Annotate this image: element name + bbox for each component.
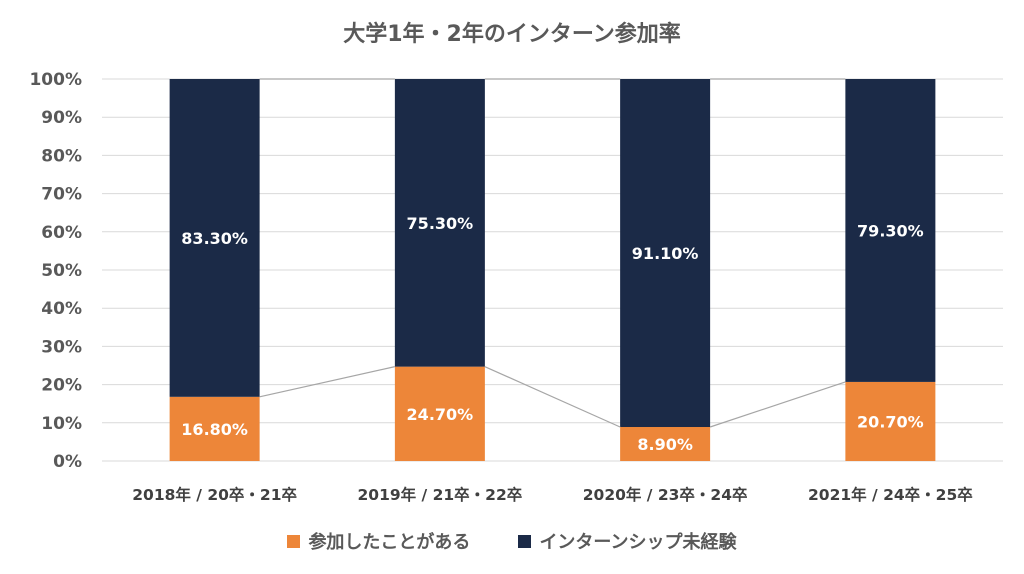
bar-segment-participated	[394, 366, 485, 461]
legend-item-no-experience: インターンシップ未経験	[518, 528, 737, 554]
y-tick-label: 50%	[41, 261, 82, 281]
bar-segment-participated	[845, 381, 936, 461]
data-label: 24.70%	[407, 405, 474, 424]
x-tick-label: 2021年 / 24卒・25卒	[808, 485, 973, 504]
chart-title: 大学1年・2年のインターン参加率	[343, 22, 681, 47]
y-tick-label: 20%	[41, 376, 82, 396]
y-tick-label: 10%	[41, 414, 82, 434]
bar-segment-participated	[620, 427, 711, 461]
data-label: 79.30%	[857, 221, 924, 240]
x-tick-label: 2018年 / 20卒・21卒	[132, 485, 297, 504]
legend-item-participated: 参加したことがある	[287, 528, 470, 554]
data-label: 75.30%	[407, 214, 474, 233]
data-label: 20.70%	[857, 412, 924, 431]
y-tick-label: 90%	[41, 108, 82, 128]
y-axis-ticks: 0% 10% 20% 30% 40% 50% 60% 70% 80% 90% 100%	[29, 70, 82, 472]
series-lines	[259, 78, 846, 428]
x-tick-label: 2019年 / 21卒・22卒	[358, 485, 523, 504]
bar-segment-no-experience	[845, 79, 936, 382]
bar-segment-participated	[169, 396, 260, 461]
series-line-participated	[484, 366, 621, 428]
y-tick-label: 40%	[41, 299, 82, 319]
data-labels: 16.80% 83.30% 24.70% 75.30% 8.90% 91.10% 20.70…	[181, 214, 923, 454]
data-label: 91.10%	[632, 244, 699, 263]
data-label: 16.80%	[181, 420, 248, 439]
y-tick-label: 80%	[41, 146, 82, 166]
y-tick-label: 0%	[53, 452, 82, 472]
legend-swatch-participated	[287, 534, 301, 548]
legend-label-no-experience: インターンシップ未経験	[539, 532, 737, 553]
bar-segment-no-experience	[394, 79, 485, 367]
bar-segment-no-experience	[169, 79, 260, 397]
x-tick-label: 2020年 / 23卒・24卒	[583, 485, 748, 504]
data-label: 8.90%	[637, 435, 693, 454]
legend-swatch-no-experience	[518, 534, 532, 548]
bars	[169, 79, 936, 461]
y-tick-label: 100%	[29, 70, 82, 90]
series-line-participated	[709, 381, 846, 428]
bar-segment-no-experience	[620, 79, 711, 428]
x-axis-ticks: 2018年 / 20卒・21卒 2019年 / 21卒・22卒 2020年 / 23…	[132, 485, 972, 504]
legend-label-participated: 参加したことがある	[308, 532, 471, 553]
y-tick-label: 70%	[41, 185, 82, 205]
data-label: 83.30%	[181, 229, 248, 248]
y-tick-label: 30%	[41, 337, 82, 357]
legend: 参加したことがある インターンシップ未経験	[0, 528, 1024, 554]
series-line-participated	[259, 366, 396, 398]
y-tick-label: 60%	[41, 223, 82, 243]
